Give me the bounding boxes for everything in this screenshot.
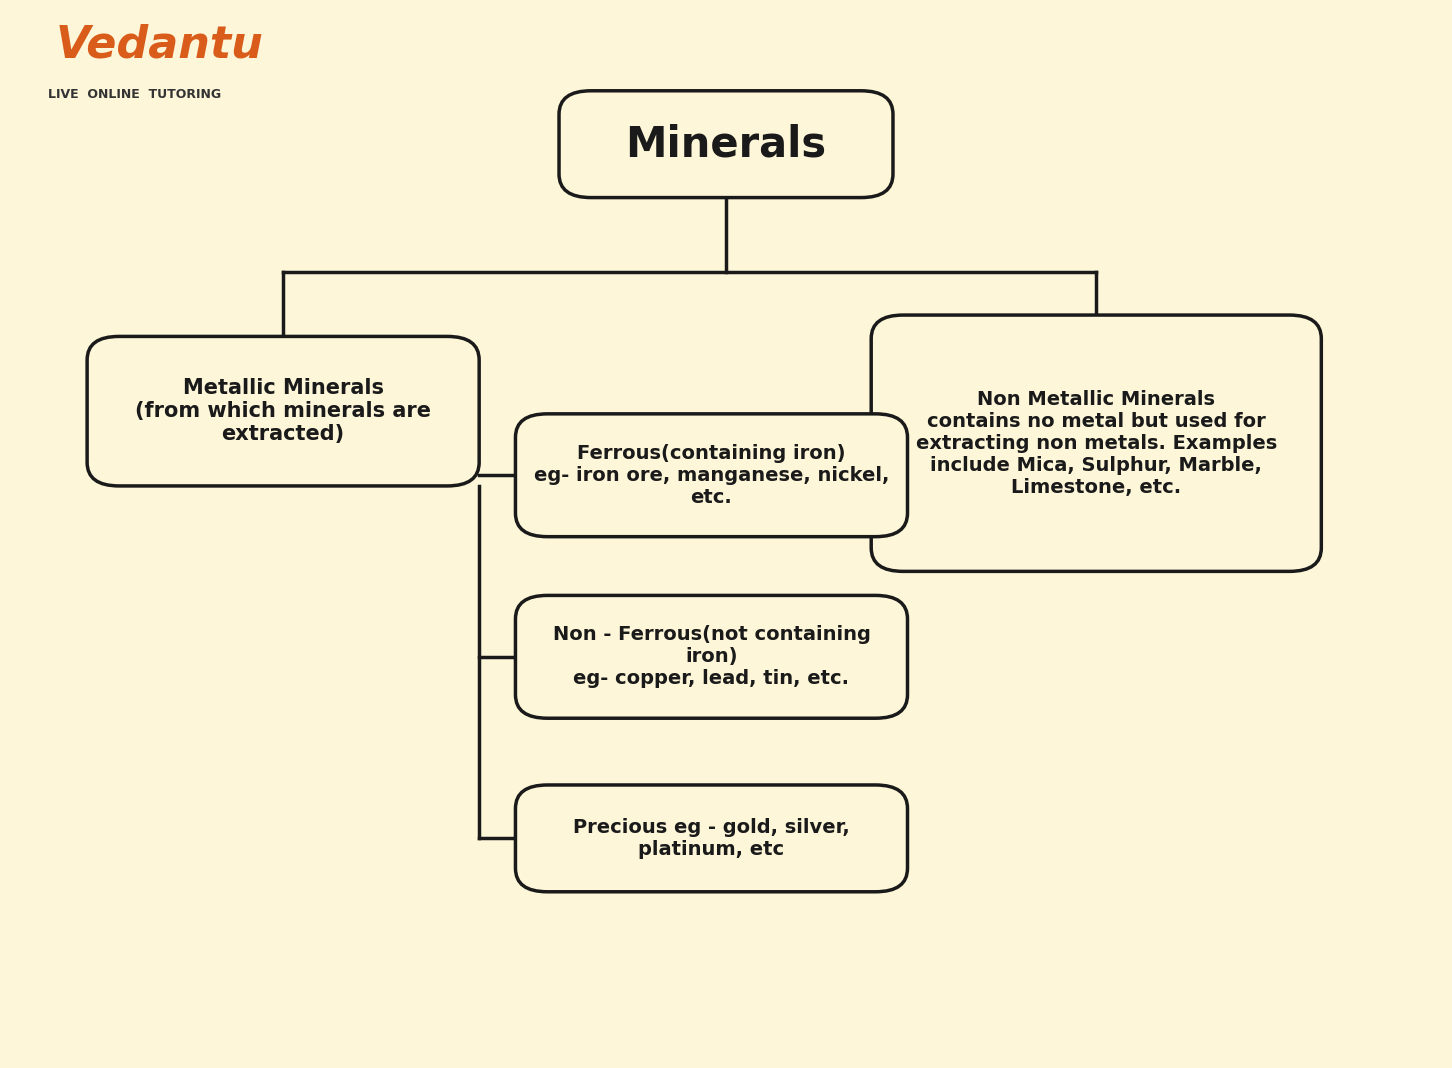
FancyBboxPatch shape bbox=[87, 336, 479, 486]
FancyBboxPatch shape bbox=[871, 315, 1321, 571]
Text: Minerals: Minerals bbox=[626, 123, 826, 166]
Text: LIVE  ONLINE  TUTORING: LIVE ONLINE TUTORING bbox=[48, 88, 221, 100]
Text: Non - Ferrous(not containing
iron)
eg- copper, lead, tin, etc.: Non - Ferrous(not containing iron) eg- c… bbox=[553, 626, 870, 688]
Text: Vedantu: Vedantu bbox=[55, 23, 263, 66]
FancyBboxPatch shape bbox=[515, 595, 908, 718]
FancyBboxPatch shape bbox=[515, 413, 908, 536]
FancyBboxPatch shape bbox=[559, 91, 893, 198]
Text: Non Metallic Minerals
contains no metal but used for
extracting non metals. Exam: Non Metallic Minerals contains no metal … bbox=[916, 390, 1276, 497]
Text: Precious eg - gold, silver,
platinum, etc: Precious eg - gold, silver, platinum, et… bbox=[574, 818, 849, 859]
Text: Ferrous(containing iron)
eg- iron ore, manganese, nickel,
etc.: Ferrous(containing iron) eg- iron ore, m… bbox=[534, 444, 889, 506]
Text: Metallic Minerals
(from which minerals are
extracted): Metallic Minerals (from which minerals a… bbox=[135, 378, 431, 444]
FancyBboxPatch shape bbox=[515, 785, 908, 892]
